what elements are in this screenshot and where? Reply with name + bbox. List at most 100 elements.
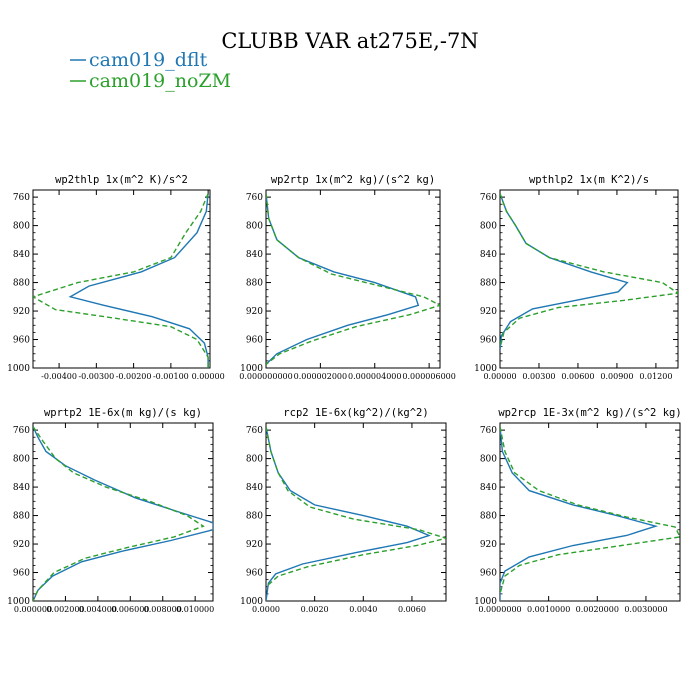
x-tick-label: 0.00000 <box>192 372 225 381</box>
y-tick-label: 1000 <box>7 364 30 374</box>
y-tick-label: 800 <box>480 455 497 465</box>
y-tick-label: 960 <box>480 569 497 579</box>
y-tick-label: 1000 <box>240 597 263 607</box>
x-tick-label: 0.008000 <box>144 605 182 614</box>
y-tick-label: 840 <box>13 483 30 493</box>
x-tick-label: -0.00300 <box>78 372 114 381</box>
x-tick-label: 0.000004000 <box>348 372 401 381</box>
series-line-nozm <box>266 426 446 588</box>
x-tick-label: 0.00300 <box>522 372 555 381</box>
series-line-dflt <box>266 193 420 365</box>
series-line-dflt <box>500 426 659 601</box>
x-tick-label: 0.0010000 <box>527 605 570 614</box>
x-tick-label: 0.000002000 <box>294 372 347 381</box>
y-tick-label: 960 <box>480 336 497 346</box>
y-tick-label: 840 <box>480 483 497 493</box>
plot-frame <box>265 189 441 369</box>
y-tick-label: 880 <box>480 512 497 522</box>
x-tick-label: 0.002000 <box>46 605 84 614</box>
y-tick-label: 880 <box>480 279 497 289</box>
panel-title: wp2rcp 1E-3x(m^2 kg)/(s^2 kg) <box>498 407 681 419</box>
x-tick-label: 0.000000000 <box>239 372 292 381</box>
y-tick-label: 760 <box>246 426 263 436</box>
x-tick-label: 0.004000 <box>79 605 117 614</box>
y-tick-label: 1000 <box>474 597 497 607</box>
y-tick-label: 920 <box>480 540 497 550</box>
x-tick-label: 0.0020000 <box>576 605 619 614</box>
y-tick-label: 920 <box>246 540 263 550</box>
plot-frame <box>499 189 679 369</box>
legend-label-nozm: cam019_noZM <box>89 70 231 92</box>
panel-title: wprtp2 1E-6x(m kg)/(s kg) <box>44 407 202 419</box>
x-tick-label: 0.010000 <box>176 605 214 614</box>
legend-label-dflt: cam019_dflt <box>89 49 208 71</box>
panel-1: wp2thlp 1x(m^2 K)/s^2 760 800 840 880 920 960 1… <box>7 174 225 381</box>
y-tick-label: 760 <box>246 193 263 203</box>
panel-6: wp2rcp 1E-3x(m^2 kg)/(s^2 kg)760 800 840 88… <box>474 407 682 614</box>
x-tick-label: 0.000000 <box>14 605 52 614</box>
y-tick-label: 760 <box>480 193 497 203</box>
y-tick-label: 760 <box>480 426 497 436</box>
series-line-dflt <box>68 193 209 368</box>
x-tick-label: 0.0030000 <box>624 605 667 614</box>
y-tick-label: 920 <box>13 540 30 550</box>
panel-2: wp2rtp 1x(m^2 kg)/(s^2 kg) 760 800 840 880 92… <box>239 174 456 381</box>
y-tick-label: 880 <box>246 512 263 522</box>
panel-4: wprtp2 1E-6x(m kg)/(s kg) 760 800 840 880 920… <box>7 407 214 614</box>
figure-title: CLUBB VAR at275E,-7N <box>221 29 478 53</box>
x-tick-label: 0.006000 <box>111 605 149 614</box>
y-tick-label: 960 <box>246 569 263 579</box>
panel-title: wpthlp2 1x(m K^2)/s <box>529 174 649 186</box>
y-tick-label: 1000 <box>7 597 30 607</box>
plot-frame <box>499 422 681 602</box>
y-tick-label: 920 <box>480 307 497 317</box>
y-tick-label: 960 <box>13 336 30 346</box>
series-line-nozm <box>33 426 205 601</box>
panel-title: wp2thlp 1x(m^2 K)/s^2 <box>55 174 188 186</box>
panel-title: wp2rtp 1x(m^2 kg)/(s^2 kg) <box>271 174 435 186</box>
panel-5: rcp2 1E-6x(kg^2)/(kg^2) 760 800 840 880 920 96… <box>240 407 447 614</box>
y-tick-label: 1000 <box>240 364 263 374</box>
y-tick-label: 800 <box>13 222 30 232</box>
y-tick-label: 840 <box>13 250 30 260</box>
y-tick-label: 840 <box>480 250 497 260</box>
y-tick-label: 800 <box>480 222 497 232</box>
panel-title: rcp2 1E-6x(kg^2)/(kg^2) <box>283 407 428 419</box>
x-tick-label: -0.00100 <box>153 372 189 381</box>
x-tick-label: 0.000006000 <box>402 372 455 381</box>
panel-3: wpthlp2 1x(m K^2)/s 760 800 840 880 920 960 100… <box>474 174 679 381</box>
y-tick-label: 960 <box>13 569 30 579</box>
legend: cam019_dflt cam019_noZM <box>70 49 231 92</box>
series-line-nozm <box>500 426 680 595</box>
x-tick-label: 0.00600 <box>561 372 594 381</box>
y-tick-label: 920 <box>246 307 263 317</box>
y-tick-label: 840 <box>246 483 263 493</box>
y-tick-label: 800 <box>13 455 30 465</box>
series-line-nozm <box>500 193 678 349</box>
y-tick-label: 1000 <box>474 364 497 374</box>
plot-frame <box>32 422 214 602</box>
plot-frame <box>32 189 211 369</box>
x-tick-label: 0.0060 <box>398 605 426 614</box>
x-tick-label: 0.00000 <box>483 372 516 381</box>
y-tick-label: 800 <box>246 455 263 465</box>
plot-frame <box>265 422 447 602</box>
x-tick-label: -0.00400 <box>41 372 77 381</box>
x-tick-label: 0.0020 <box>301 605 329 614</box>
x-tick-label: 0.00900 <box>600 372 633 381</box>
x-tick-label: -0.00200 <box>116 372 152 381</box>
x-tick-label: 0.01200 <box>639 372 672 381</box>
y-tick-label: 840 <box>246 250 263 260</box>
x-tick-label: 0.0040 <box>349 605 377 614</box>
y-tick-label: 880 <box>246 279 263 289</box>
y-tick-label: 880 <box>13 279 30 289</box>
y-tick-label: 880 <box>13 512 30 522</box>
y-tick-label: 760 <box>13 193 30 203</box>
x-tick-label: 0.0000 <box>252 605 280 614</box>
y-tick-label: 800 <box>246 222 263 232</box>
panels: wp2thlp 1x(m^2 K)/s^2 760 800 840 880 920 960 1… <box>7 174 682 614</box>
y-tick-label: 960 <box>246 336 263 346</box>
y-tick-label: 760 <box>13 426 30 436</box>
